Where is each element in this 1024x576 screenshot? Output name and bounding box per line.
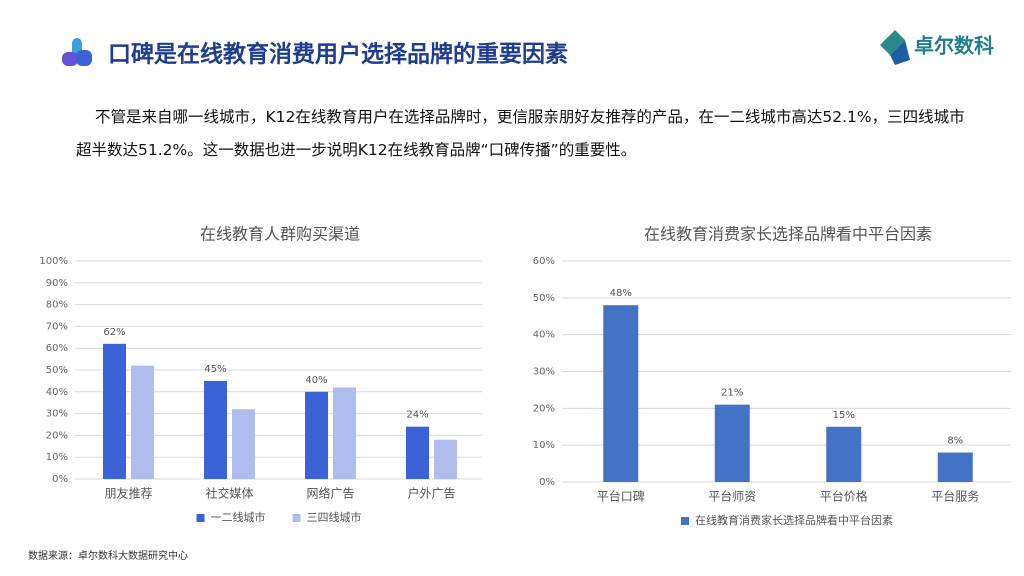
legend-label: 三四线城市 bbox=[307, 510, 362, 524]
bar bbox=[603, 305, 639, 482]
data-label: 21% bbox=[721, 388, 743, 399]
x-tick-label: 户外广告 bbox=[407, 486, 455, 501]
x-tick-label: 平台价格 bbox=[820, 489, 868, 504]
bar bbox=[131, 365, 154, 479]
data-label: 15% bbox=[833, 410, 855, 421]
title-icon bbox=[62, 38, 92, 66]
bar bbox=[826, 426, 862, 482]
y-tick-label: 40% bbox=[533, 330, 555, 341]
data-label: 8% bbox=[947, 436, 963, 447]
legend-label: 在线教育消费家长选择品牌看中平台因素 bbox=[695, 513, 893, 527]
legend-label: 一二线城市 bbox=[211, 510, 266, 524]
x-tick-label: 朋友推荐 bbox=[104, 487, 152, 501]
y-tick-label: 10% bbox=[533, 440, 555, 451]
legend-swatch bbox=[681, 517, 689, 525]
legend-swatch bbox=[196, 514, 205, 522]
y-tick-label: 50% bbox=[46, 365, 68, 376]
x-tick-label: 平台服务 bbox=[931, 489, 979, 504]
bar bbox=[333, 387, 356, 479]
data-label: 62% bbox=[103, 327, 125, 338]
bar bbox=[937, 452, 973, 482]
logo-text: 卓尔数科 bbox=[914, 34, 994, 58]
y-tick-label: 20% bbox=[533, 403, 555, 414]
source: 数据来源：卓尔数科大数据研究中心 bbox=[28, 549, 188, 562]
legend-swatch bbox=[292, 514, 301, 522]
x-tick-label: 平台师资 bbox=[708, 489, 756, 504]
x-tick-label: 网络广告 bbox=[306, 486, 354, 501]
bar bbox=[103, 343, 126, 479]
y-tick-label: 50% bbox=[533, 293, 555, 304]
chart-title: 在线教育消费家长选择品牌看中平台因素 bbox=[644, 225, 932, 244]
data-label: 48% bbox=[610, 288, 632, 299]
bar bbox=[232, 409, 255, 479]
data-label: 24% bbox=[406, 410, 428, 421]
y-tick-label: 0% bbox=[539, 477, 555, 488]
bar bbox=[204, 380, 227, 479]
body-text: 不管是来自哪一线城市，K12在线教育用户在选择品牌时，更信服亲朋好友推荐的产品，… bbox=[76, 108, 965, 159]
data-label: 45% bbox=[204, 364, 226, 375]
bar bbox=[714, 404, 750, 482]
logo-icon bbox=[880, 30, 910, 65]
y-tick-label: 20% bbox=[46, 430, 68, 441]
bar bbox=[434, 439, 457, 479]
chart-title: 在线教育人群购买渠道 bbox=[200, 225, 360, 244]
data-label: 40% bbox=[305, 375, 327, 386]
y-tick-label: 30% bbox=[533, 367, 555, 378]
y-tick-label: 40% bbox=[46, 387, 68, 398]
y-tick-label: 70% bbox=[46, 321, 68, 332]
bar bbox=[406, 426, 429, 479]
y-tick-label: 10% bbox=[46, 452, 68, 463]
y-tick-label: 60% bbox=[46, 343, 68, 354]
y-tick-label: 100% bbox=[39, 256, 68, 267]
y-tick-label: 0% bbox=[52, 474, 68, 485]
bar bbox=[305, 391, 328, 479]
y-tick-label: 30% bbox=[46, 409, 68, 420]
y-tick-label: 80% bbox=[46, 300, 68, 311]
slide-title: 口碑是在线教育消费用户选择品牌的重要因素 bbox=[108, 41, 568, 68]
y-tick-label: 90% bbox=[46, 278, 68, 289]
y-tick-label: 60% bbox=[533, 256, 555, 267]
x-tick-label: 平台口碑 bbox=[597, 489, 645, 504]
x-tick-label: 社交媒体 bbox=[205, 486, 253, 501]
